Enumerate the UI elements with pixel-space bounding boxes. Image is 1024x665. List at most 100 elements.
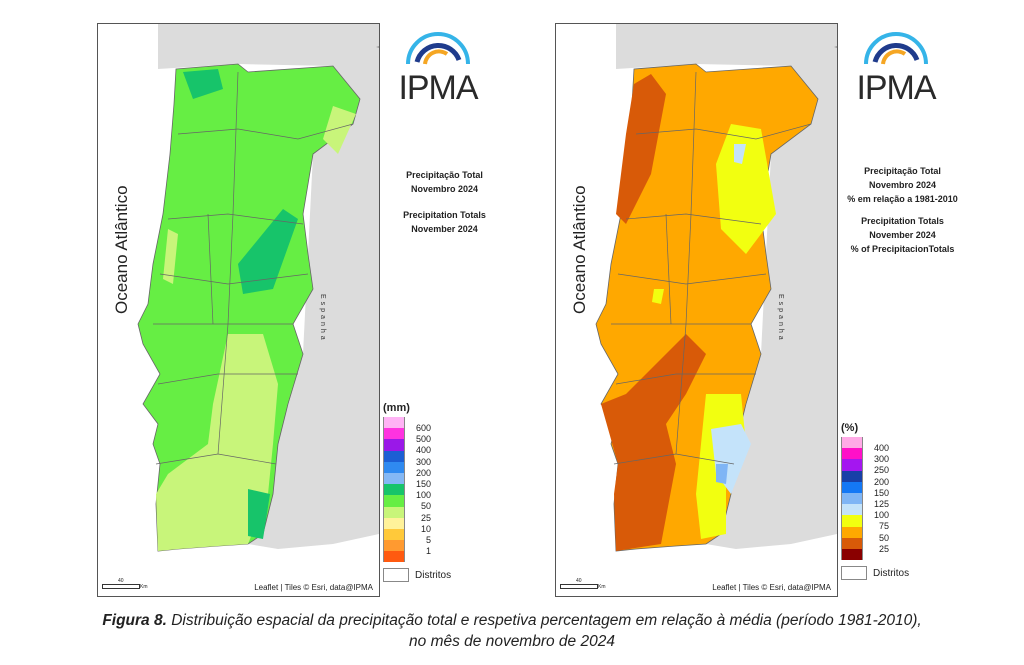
precipitation-zone [248,489,270,539]
title-line: Precipitation Totals [403,210,486,220]
spain-label: Espanha [319,294,326,343]
legend-item: 150 [841,481,909,498]
legend-item: 400 [841,437,909,453]
color-legend: (mm) 600 500 400 300 200 150 100 50 25 10 5 1 Distrit… [383,402,452,583]
map-svg [137,24,379,552]
district-boundaries [611,71,812,465]
spain-label: Espanha [777,294,784,343]
legend-swatch [841,470,863,482]
legend-item: 300 [383,450,451,467]
legend-label: 100 [873,510,889,521]
ipma-arc-icon [406,32,470,65]
precipitation-zone [616,74,666,224]
precipitation-zone [652,289,664,304]
map-title: Precipitação Total Novembro 2024 % em rela… [840,164,965,256]
map-attribution: Leaflet | Tiles © Esri, data@IPMA [712,583,831,592]
legend-item: 100 [841,504,909,520]
scale-label: 40 [118,578,124,584]
title-line: % of PrecipitacionTotals [850,244,955,254]
legend-label: 5 [425,534,431,545]
title-line: Precipitation Totals [861,216,944,226]
precipitation-zone [163,229,178,284]
ipma-logo-text: IPMA [398,69,478,107]
map-scale: 40 Km [102,578,148,590]
legend-item: 150 [383,472,451,489]
legend-swatch [841,526,863,538]
legend-item [383,551,451,563]
legend-item: 300 [841,448,909,464]
scale-unit: Km [598,584,606,590]
caption-label: Figura 8. [102,612,167,629]
districts-swatch [841,566,867,581]
title-line: November 2024 [869,230,936,240]
legend-item: 25 [841,537,909,554]
legend-item: 50 [841,526,909,543]
legend-label: 300 [415,456,431,467]
caption-text-1: Distribuição espacial da precipitação to… [166,612,922,629]
map-svg [595,24,837,552]
legend-item: 25 [383,506,451,523]
legend-swatch [383,506,405,518]
spain-land [616,24,837,549]
legend-item: 250 [841,459,909,475]
legend-label: 25 [420,512,431,523]
caption-text-2: no mês de novembro de 2024 [409,633,615,650]
legend-swatch [383,428,405,440]
legend-swatch [841,459,863,471]
precipitation-zone [734,144,746,164]
scale-unit: Km [140,584,148,590]
legend-item: 500 [383,428,451,444]
legend-label: 10 [420,523,431,534]
ipma-logo-text: IPMA [856,69,936,107]
legend-item: 100 [383,484,451,500]
color-legend: (%) 400 300 250 200 150 125 100 75 50 25 Distritos [841,422,909,581]
legend-unit: (mm) [383,402,410,414]
legend-label: 600 [415,423,431,433]
district-boundaries [153,71,354,465]
precipitation-zone [323,106,356,154]
legend-swatch [841,481,863,493]
ipma-arc-icon [864,32,928,65]
legend-swatch [383,517,405,529]
legend-swatch [841,504,863,516]
legend-label: 100 [415,490,431,501]
legend-swatch [841,448,863,460]
spain-land [158,24,379,549]
legend-label: 500 [415,434,431,445]
districts-swatch [383,568,409,583]
precipitation-zone [238,209,298,294]
legend-label: 200 [415,467,431,478]
legend-swatch [383,450,405,462]
ocean-label: Oceano Atlântico [570,185,589,314]
legend-swatch [383,540,405,552]
ipma-logo: IPMA [856,30,937,107]
legend-label: 300 [873,454,889,465]
title-line: % em relação a 1981-2010 [847,194,958,204]
legend-label: 1 [425,546,431,557]
legend-label: 250 [873,465,889,476]
precipitation-zone [156,334,278,551]
legend-item: 200 [841,470,909,487]
legend-swatch [383,472,405,485]
legend-swatch [841,515,863,527]
legend-label: 50 [420,501,431,512]
title-line [840,206,965,214]
legend-item: 600 [383,417,451,433]
title-line: November 2024 [411,224,478,234]
legend-swatch [383,495,405,507]
scale-label: 40 [576,578,582,584]
districts-label: Distritos [415,569,452,581]
legend-swatch [841,548,863,561]
map-attribution: Leaflet | Tiles © Esri, data@IPMA [254,583,373,592]
legend-label: 75 [878,521,889,532]
legend-swatch [841,492,863,505]
legend-item: 50 [383,495,451,511]
legend-item: 1 [383,540,451,556]
ipma-logo: IPMA [398,30,479,107]
legend-label: 25 [878,543,889,554]
legend-swatch [841,537,863,549]
legend-item: 10 [383,517,451,534]
ocean-label: Oceano Atlântico [112,185,131,314]
legend-item: 75 [841,515,909,531]
legend-label: 150 [873,487,889,498]
